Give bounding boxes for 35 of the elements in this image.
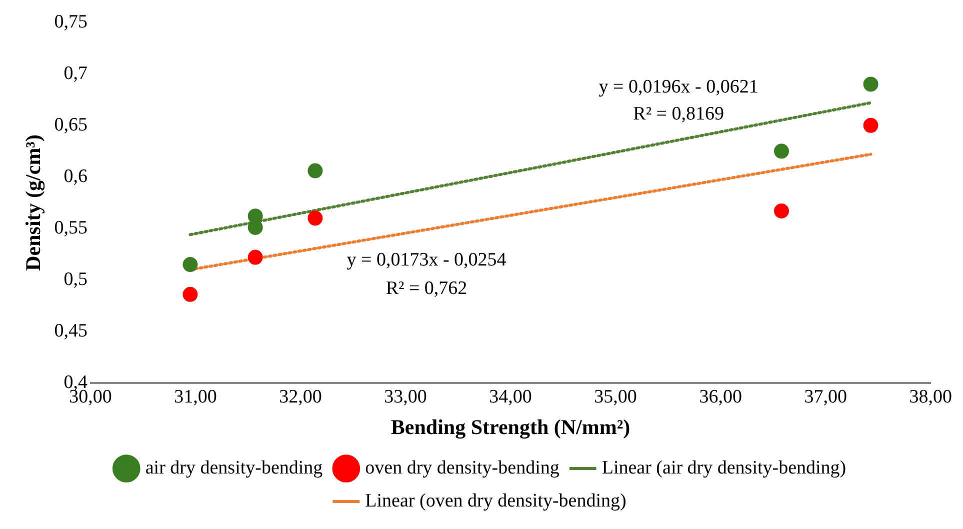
legend-label: oven dry density-bending xyxy=(365,457,560,478)
point xyxy=(182,286,198,302)
x-tick-label: 37,00 xyxy=(804,386,847,408)
annotation: y = 0,0196x - 0,0621 xyxy=(598,76,758,98)
point xyxy=(182,257,198,272)
y-tick-label: 0,6 xyxy=(64,166,88,187)
y-tick-label: 0,45 xyxy=(54,320,88,342)
y-tick-label: 0,55 xyxy=(54,217,88,238)
x-tick-label: 34,00 xyxy=(489,386,532,408)
y-tick-label: 0,65 xyxy=(54,114,88,136)
x-tick-label: 31,00 xyxy=(174,386,217,408)
point xyxy=(863,118,878,133)
y-axis-title: Density (g/cm³) xyxy=(21,134,46,271)
point xyxy=(774,144,789,159)
legend-label: Linear (oven dry density-bending) xyxy=(365,490,626,512)
y-tick-label: 0,75 xyxy=(54,11,88,32)
x-tick-label: 36,00 xyxy=(699,386,742,408)
point xyxy=(774,203,789,218)
point xyxy=(248,250,263,265)
x-tick-label: 33,00 xyxy=(384,386,427,408)
point xyxy=(308,210,323,226)
annotation: y = 0,0173x - 0,0254 xyxy=(346,249,507,270)
annotation: R² = 0,762 xyxy=(386,278,468,300)
annotation: R² = 0,8169 xyxy=(633,103,724,124)
y-tick-label: 0,5 xyxy=(64,268,88,290)
x-tick-label: 38,00 xyxy=(909,386,952,408)
y-tick-label: 0,7 xyxy=(64,62,88,84)
x-axis-title: Bending Strength (N/mm²) xyxy=(390,414,630,439)
point xyxy=(863,76,878,92)
x-tick-label: 32,00 xyxy=(279,386,322,408)
x-tick-label: 35,00 xyxy=(594,386,637,408)
legend-label: air dry density-bending xyxy=(145,457,324,478)
legend-label: Linear (air dry density-bending) xyxy=(602,457,846,478)
point xyxy=(248,220,263,235)
point xyxy=(308,163,323,178)
